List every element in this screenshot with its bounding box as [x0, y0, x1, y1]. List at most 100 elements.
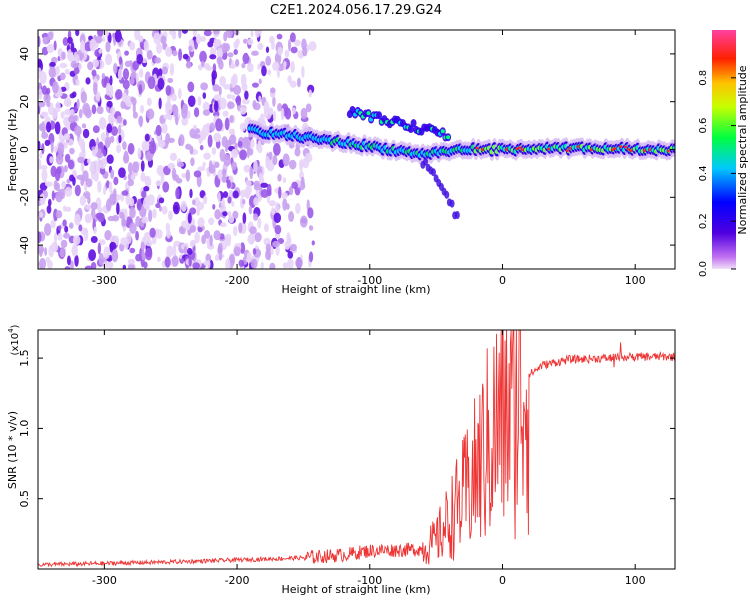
spectrogram-noise-cell	[239, 149, 248, 161]
spectrogram-noise-cell	[50, 141, 54, 154]
spectrogram-noise-cell	[263, 237, 271, 246]
spectrogram-noise-cell	[148, 209, 153, 222]
spectrogram-noise-cell	[155, 202, 161, 209]
spectrogram-noise-cell	[189, 188, 193, 199]
spectrogram-noise-cell	[301, 65, 305, 78]
spectrogram-noise-cell	[41, 131, 49, 140]
spectrogram-noise-cell	[69, 174, 75, 182]
spectrogram-noise-cell	[62, 37, 69, 46]
spectrogram-noise-cell	[158, 197, 165, 204]
spectrogram-secondary-core	[366, 111, 371, 116]
snr-y-tick-label: 1.0	[18, 420, 31, 438]
spectrogram-noise-cell	[233, 84, 242, 95]
spectrogram-noise-cell	[122, 68, 130, 80]
spectrogram-noise-cell	[129, 77, 135, 85]
spectrogram-noise-cell	[171, 93, 177, 102]
spectrogram-noise-cell	[160, 171, 165, 184]
spectrogram-noise-cell	[50, 165, 57, 178]
spectrogram-noise-cell	[237, 140, 243, 148]
spectrogram-noise-cell	[188, 45, 193, 52]
spectrogram-noise-cell	[68, 222, 74, 229]
spectrogram-noise-cell	[57, 142, 65, 156]
spectrogram-noise-cell	[53, 232, 58, 244]
colorbar-tick-label: 0.8	[698, 70, 709, 86]
spectrogram-noise-cell	[93, 226, 97, 234]
spectrogram-noise-cell	[235, 38, 240, 46]
spectrogram-noise-cell	[161, 66, 169, 75]
spectrogram-noise-cell	[85, 214, 90, 224]
spectrogram-noise-cell	[129, 206, 136, 219]
spectrogram-noise-cell	[161, 122, 168, 134]
spectrogram-noise-cell	[66, 255, 71, 266]
spectrogram-noise-cell	[97, 180, 102, 193]
spectrogram-noise-cell	[48, 66, 57, 78]
spectrogram-noise-cell	[199, 50, 207, 64]
spectrogram-noise-cell	[226, 179, 231, 189]
spectrogram-noise-cell	[190, 157, 195, 167]
spectrogram-noise-cell	[290, 46, 298, 54]
spectrogram-noise-cell	[141, 216, 149, 224]
spectrogram-noise-cell	[193, 107, 200, 118]
spectrogram-noise-cell	[98, 148, 102, 159]
spectrogram-noise-cell	[273, 212, 282, 224]
spectrogram-noise-cell	[38, 211, 44, 218]
spectrogram-noise-cell	[239, 242, 246, 254]
spectrogram-noise-cell	[74, 213, 81, 226]
spectrogram-noise-cell	[265, 155, 270, 169]
spectrogram-noise-cell	[202, 161, 206, 168]
spectrogram-noise-cell	[282, 198, 288, 211]
spectrogram-noise-cell	[160, 35, 167, 45]
spectrogram-noise-cell	[283, 60, 287, 71]
spectrogram-noise-cell	[162, 181, 170, 193]
spectrogram-noise-cell	[62, 219, 67, 227]
spectrogram-noise-cell	[263, 107, 272, 120]
spectrogram-noise-cell	[45, 121, 52, 133]
spectrogram-branch-cell	[454, 211, 460, 220]
spectrogram-noise-cell	[217, 192, 221, 203]
spectrogram-noise-cell	[199, 144, 204, 151]
spectrogram-noise-cell	[58, 90, 63, 97]
spectrogram-y-axis-label: Frequency (Hz)	[6, 109, 19, 192]
spectrogram-noise-cell	[109, 135, 115, 143]
snr-x-tick-label: 100	[625, 574, 646, 587]
spectrogram-noise-cell	[101, 36, 106, 43]
spectrogram-y-ticks: -40 -20 0 20 40	[18, 47, 675, 254]
spectrogram-noise-cell	[192, 124, 197, 130]
spectrogram-noise-cell	[288, 211, 295, 222]
spectrogram-noise-cell	[137, 35, 144, 43]
spectrogram-noise-cell	[145, 239, 153, 247]
spectrogram-noise-cell	[185, 61, 192, 69]
spectrogram-noise-cell	[258, 172, 263, 183]
spectrogram-noise-cell	[106, 180, 110, 189]
spectrogram-noise-cell	[63, 165, 68, 173]
spectrogram-noise-cell	[231, 94, 236, 101]
spectrogram-noise-cell	[208, 164, 216, 174]
spectrogram-noise-cell	[165, 85, 172, 96]
spectrogram-noise-cell	[223, 154, 231, 167]
spectrogram-noise-cell	[46, 205, 52, 214]
spectrogram-noise-cell	[55, 65, 60, 76]
spectrogram-noise-cell	[38, 101, 46, 108]
spectrogram-noise-cell	[307, 207, 314, 219]
spectrogram-x-tick-label: 100	[625, 274, 646, 287]
spectrogram-noise-cell	[79, 53, 83, 60]
spectrogram-noise-cell	[155, 180, 162, 187]
spectrogram-noise-cell	[139, 104, 145, 114]
spectrogram-noise-cell	[192, 30, 198, 37]
spectrogram-noise-cell	[46, 43, 55, 54]
spectrogram-noise-cell	[131, 71, 136, 79]
spectrogram-secondary-core	[446, 135, 451, 140]
snr-y-tick-label: 0.5	[18, 490, 31, 508]
spectrogram-noise-cell	[42, 36, 50, 45]
spectrogram-noise-cell	[99, 166, 106, 175]
spectrogram-noise-cell	[199, 36, 207, 42]
spectrogram-noise-cell	[116, 115, 123, 124]
spectrogram-noise-cell	[77, 156, 85, 164]
spectrogram-noise-cell	[140, 160, 145, 172]
spectrogram-noise-cell	[188, 255, 192, 267]
spectrogram-noise-cell	[272, 110, 277, 122]
spectrogram-noise-cell	[228, 128, 234, 135]
spectrogram-noise-cell	[38, 58, 43, 68]
spectrogram-noise-cell	[122, 264, 127, 269]
spectrogram-noise-cell	[268, 200, 277, 207]
